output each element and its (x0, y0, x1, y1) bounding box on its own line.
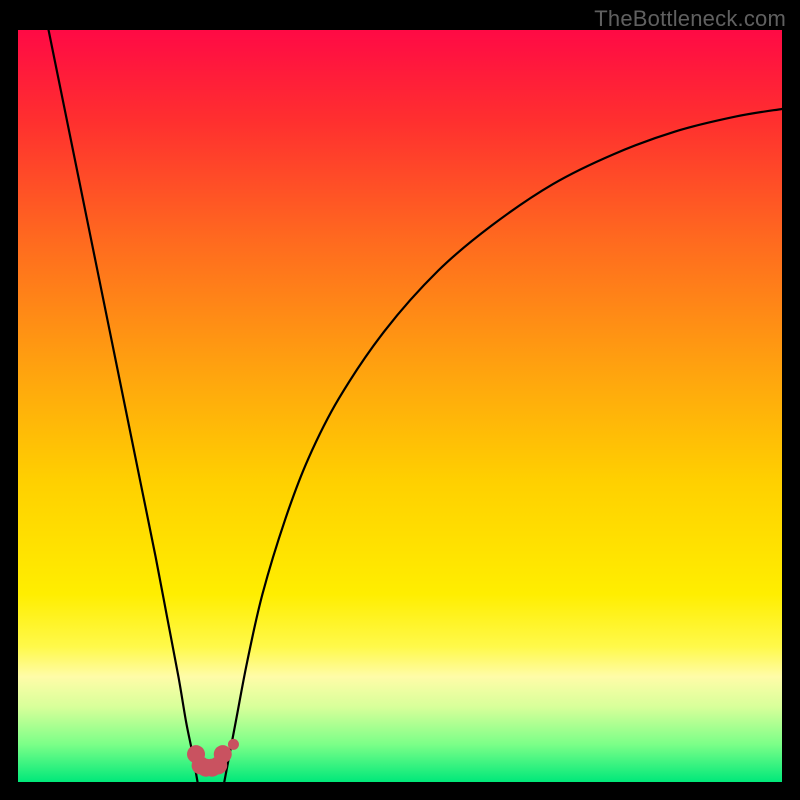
valley-dot (228, 739, 239, 750)
chart-frame: TheBottleneck.com (0, 0, 800, 800)
plot-svg (18, 30, 782, 782)
valley-dot (214, 745, 232, 763)
plot-area (18, 30, 782, 782)
gradient-background (18, 30, 782, 782)
watermark-text: TheBottleneck.com (594, 6, 786, 32)
